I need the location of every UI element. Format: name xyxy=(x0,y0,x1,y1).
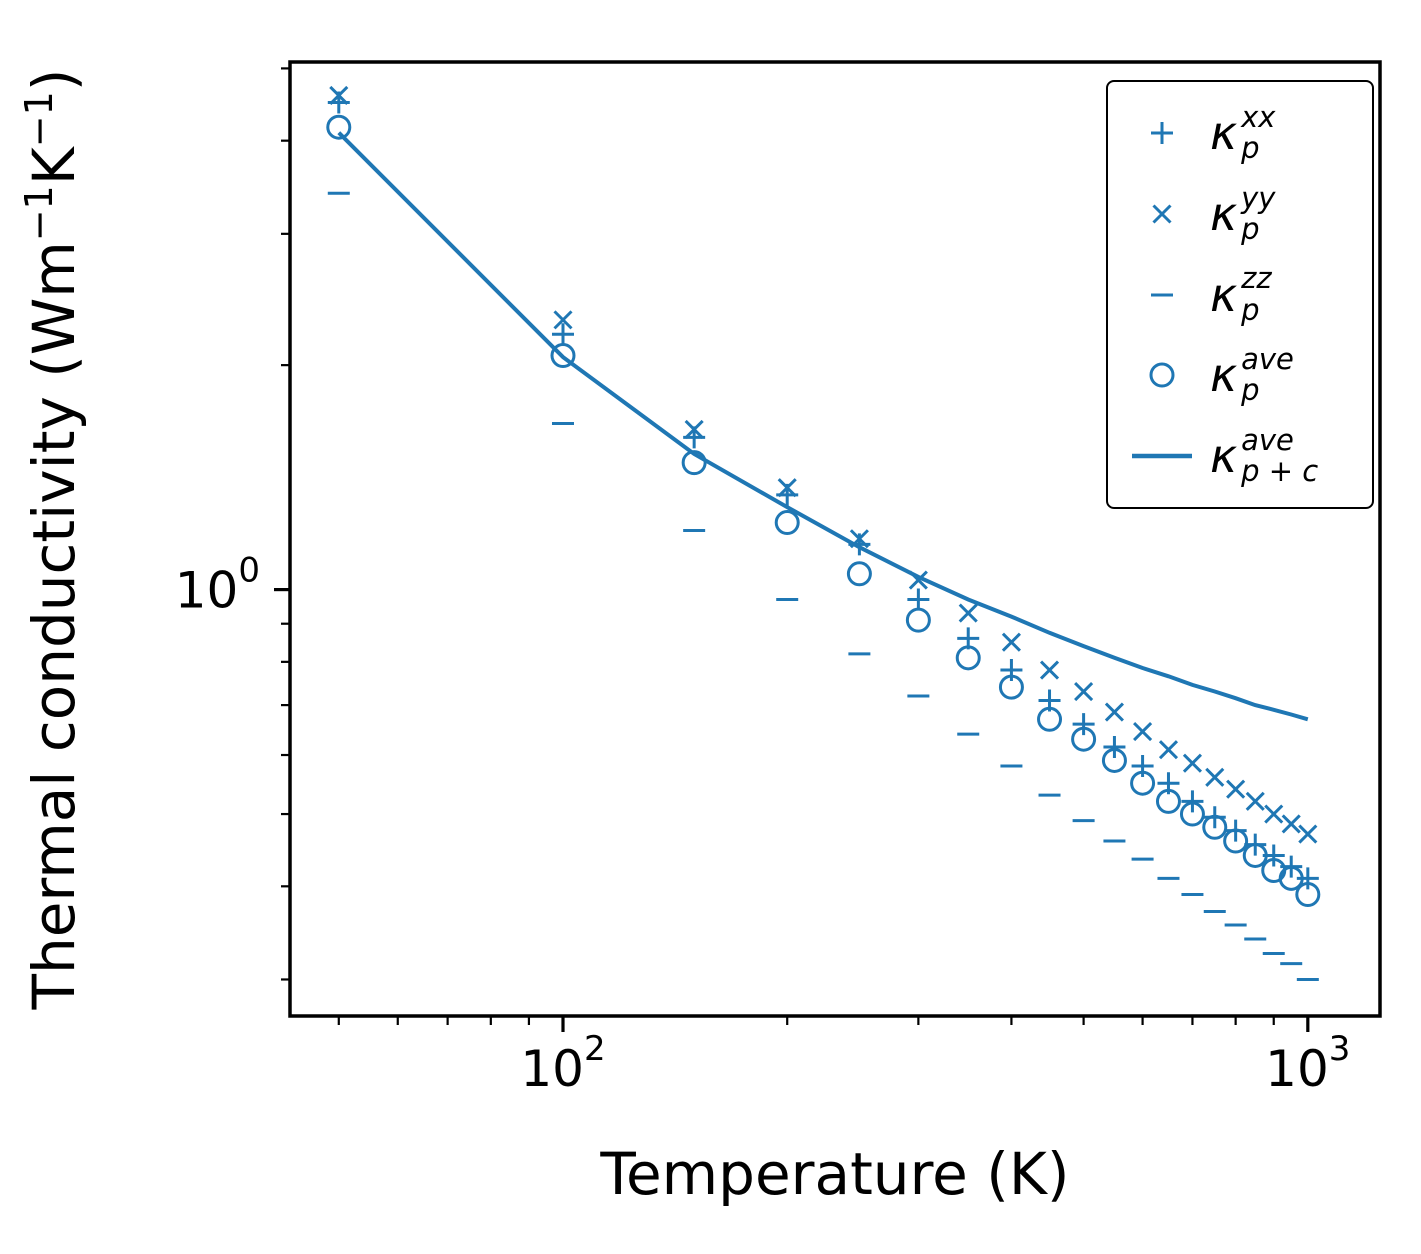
legend: κ xx p κ yy p κ zz p κ ave p κ ave p + c xyxy=(1106,80,1374,510)
x-marker-icon xyxy=(1152,204,1172,224)
x-tick-label: 103 xyxy=(1265,1029,1350,1098)
legend-label: κ xx p xyxy=(1210,100,1276,166)
kappa-superscript: yy xyxy=(1241,180,1276,215)
y-axis-label: Thermal conductivity (Wm−1K−1) xyxy=(17,69,88,1011)
data-series xyxy=(326,85,1321,981)
kappa-subscript: p xyxy=(1241,211,1260,246)
y-tick-label: 100 xyxy=(175,551,260,620)
kappa-subscript: p xyxy=(1241,292,1260,327)
legend-label: κ ave p + c xyxy=(1210,422,1319,488)
plot-frame xyxy=(288,60,1382,1018)
legend-label: κ zz p xyxy=(1210,261,1272,327)
kappa-symbol: κ xyxy=(1210,106,1238,161)
series-kappa_p_yy xyxy=(329,85,1318,844)
kappa-symbol: κ xyxy=(1210,186,1238,241)
x-tick-label: 102 xyxy=(520,1029,605,1098)
legend-label: κ ave p xyxy=(1210,341,1294,408)
legend-item-kappa_p_zz: κ zz p xyxy=(1120,261,1360,327)
kappa-subscript: p xyxy=(1241,131,1260,166)
axis-tick-labels: 102 103 100 xyxy=(175,551,1351,1098)
legend-label: κ yy p xyxy=(1210,180,1276,246)
kappa-subscript: p xyxy=(1241,373,1260,408)
kappa-superscript: ave xyxy=(1241,422,1294,457)
legend-item-kappa_p_ave: κ ave p xyxy=(1120,341,1360,408)
kappa-symbol: κ xyxy=(1210,348,1238,403)
x-axis-label: Temperature (K) xyxy=(599,1140,1069,1208)
kappa-symbol: κ xyxy=(1210,267,1238,322)
circle-marker-icon xyxy=(1149,362,1175,388)
kappa-superscript: ave xyxy=(1241,341,1294,376)
kappa-superscript: xx xyxy=(1241,100,1276,134)
kappa-superscript: zz xyxy=(1241,261,1272,296)
legend-item-kappa_p_plus_c_ave: κ ave p + c xyxy=(1120,422,1360,488)
line-marker-icon xyxy=(1132,453,1192,459)
kappa-symbol: κ xyxy=(1210,428,1238,483)
kappa-subscript: p + c xyxy=(1241,453,1319,488)
series-kappa_p_zz xyxy=(327,191,1319,981)
dash-marker-icon xyxy=(1151,293,1173,297)
series-kappa_p_ave xyxy=(326,114,1321,908)
plus-marker-icon xyxy=(1151,122,1173,145)
series-kappa_p_plus_c_ave xyxy=(337,131,1309,722)
legend-item-kappa_p_yy: κ yy p xyxy=(1120,180,1360,246)
legend-item-kappa_p_xx: κ xx p xyxy=(1120,100,1360,166)
